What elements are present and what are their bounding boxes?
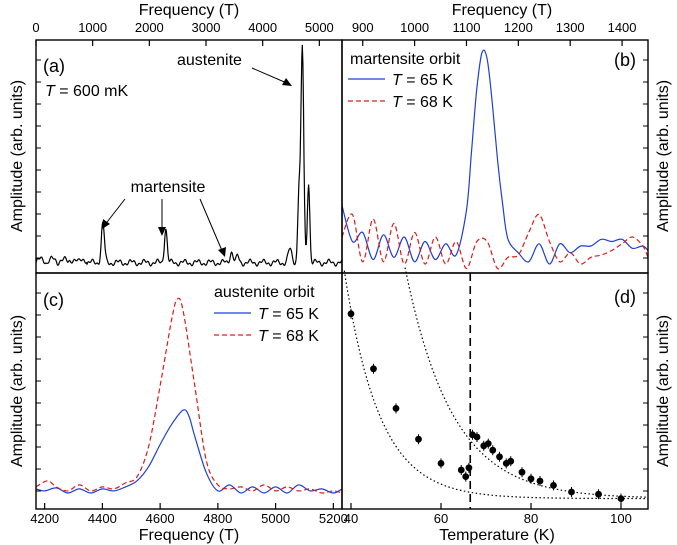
annotation-arrowheads — [102, 78, 292, 257]
tick-label: 100 — [610, 511, 632, 526]
panel-a-letter: (a) — [43, 56, 65, 76]
data-point — [527, 475, 535, 483]
panel-b-legend-68: T = 68 K — [392, 94, 453, 111]
panel-b-series-65k — [341, 49, 649, 265]
panel-b-frame — [341, 39, 649, 274]
tick-label: 80 — [524, 511, 538, 526]
data-point — [518, 468, 526, 476]
tick-label: 5000 — [261, 511, 290, 526]
austenite-label: austenite — [177, 52, 242, 69]
tick-label: 4800 — [203, 511, 232, 526]
tick-label: 1400 — [608, 20, 637, 35]
data-point — [484, 440, 492, 447]
panel-d-frame — [341, 272, 649, 510]
panel-d-letter: (d) — [614, 287, 636, 307]
tick-label: 5000 — [305, 20, 334, 35]
data-point — [568, 488, 575, 496]
panel-c-legend-65: T = 65 K — [258, 306, 319, 323]
top-axis-label-b: Frequency (T) — [452, 2, 552, 19]
data-point — [437, 460, 445, 467]
panel-c-legend-title: austenite orbit — [214, 284, 315, 301]
bottom-axis-label-d: Temperature (K) — [439, 527, 555, 544]
tick-label: 40 — [344, 511, 358, 526]
martensite-label: martensite — [131, 179, 206, 196]
tick-label: 4400 — [88, 511, 117, 526]
tick-label: 900 — [352, 20, 374, 35]
tick-label: 4600 — [146, 511, 175, 526]
panel-b-letter: (b) — [614, 50, 636, 70]
tick-label: 4000 — [248, 20, 277, 35]
right-axis-label-b: Amplitude (arb. units) — [655, 80, 672, 232]
panel-a-frame — [35, 39, 343, 274]
data-point — [550, 482, 557, 489]
data-point — [595, 490, 602, 498]
panel-b-series-68k — [341, 213, 649, 270]
tick-label: 4200 — [30, 511, 59, 526]
data-point — [507, 457, 515, 465]
curves-layer — [35, 44, 649, 509]
data-point — [370, 365, 377, 373]
fit-curve-austenite — [404, 267, 649, 498]
tick-label: 2000 — [135, 20, 164, 35]
left-axis-label-c: Amplitude (arb. units) — [9, 315, 26, 467]
data-point — [392, 405, 400, 412]
tick-label: 1000 — [78, 20, 107, 35]
data-point — [617, 495, 625, 502]
data-point — [462, 473, 470, 480]
data-point — [536, 477, 544, 485]
panel-c-legend-68: T = 68 K — [258, 328, 319, 345]
tick-label: 1200 — [504, 20, 533, 35]
data-point — [465, 464, 473, 472]
panel-b-legend-65: T = 65 K — [392, 72, 453, 89]
panel-b-legend-title: martensite orbit — [350, 51, 461, 68]
fit-curve-martensite — [343, 270, 648, 500]
panel-c-series-65k — [35, 409, 343, 494]
bottom-axis-label-c: Frequency (T) — [139, 527, 239, 544]
data-point — [473, 433, 481, 441]
data-point — [496, 453, 503, 461]
panel-a-temperature: T = 600 mK — [45, 83, 128, 100]
tick-label: 5200 — [319, 511, 348, 526]
left-axis-label-a: Amplitude (arb. units) — [9, 80, 26, 232]
right-axis-label-d: Amplitude (arb. units) — [655, 315, 672, 467]
tick-label: 1300 — [556, 20, 585, 35]
panel-a-spectrum — [35, 44, 343, 267]
tick-label: 0 — [32, 20, 39, 35]
ticks-layer: 0 1000 2000 3000 4000 5000 900 1000 1100 1200 1300… — [30, 20, 648, 526]
annotation-arrows — [103, 67, 290, 254]
tick-label: 1000 — [400, 20, 429, 35]
data-point — [415, 435, 422, 443]
tick-label: 1100 — [452, 20, 480, 35]
top-axis-label-a: Frequency (T) — [139, 2, 239, 19]
panel-c-letter: (c) — [43, 290, 64, 310]
panel-c-series-68k — [35, 297, 343, 494]
tick-label: 60 — [434, 511, 448, 526]
tick-label: 3000 — [192, 20, 221, 35]
data-point — [457, 466, 465, 474]
data-point — [489, 446, 497, 454]
data-point — [347, 310, 355, 318]
